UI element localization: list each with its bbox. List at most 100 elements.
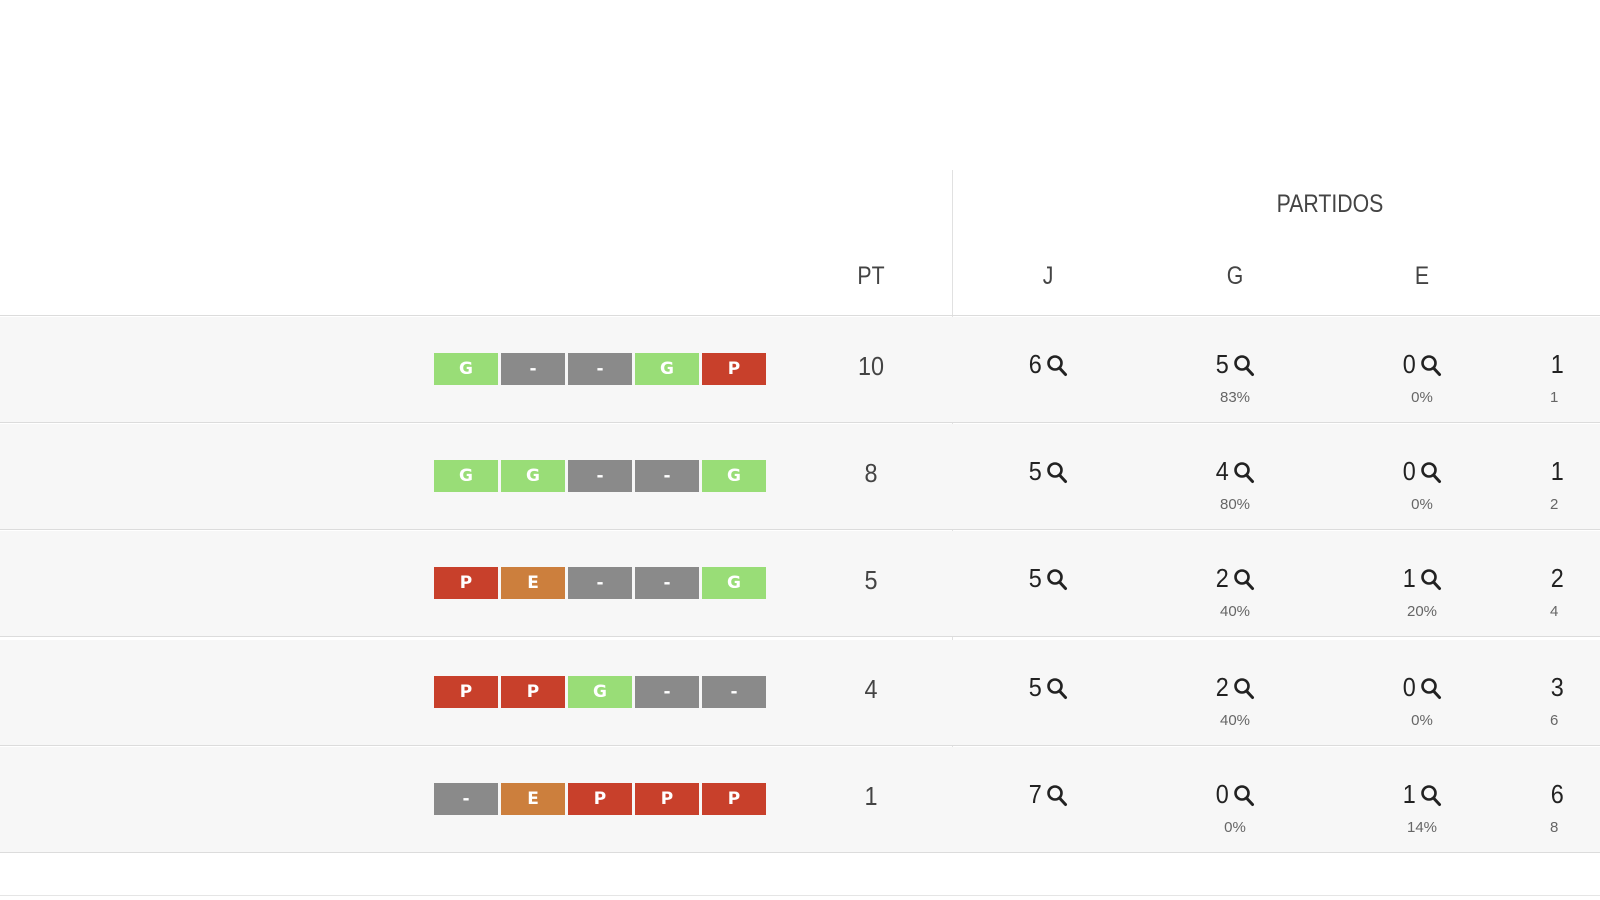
won-value-number: 5 <box>1215 349 1230 379</box>
drawn-value-percent: 14% <box>1406 819 1438 836</box>
table-row: G - - G P 10 6 5 83% 0 0% 1 1 <box>0 317 1600 423</box>
form-badge: E <box>501 783 565 815</box>
table-row: P E - - G 5 5 2 40% 1 20% 2 4 <box>0 531 1600 637</box>
won-value-number: 2 <box>1215 672 1230 702</box>
form-badge: G <box>434 460 498 492</box>
won-value-number: 2 <box>1215 563 1230 593</box>
form-badge: P <box>501 676 565 708</box>
form-badge: - <box>501 353 565 385</box>
points-value: 5 <box>864 565 878 595</box>
played-value[interactable]: 5 <box>993 672 1103 703</box>
header-g: G <box>1226 262 1244 290</box>
form-badge: - <box>568 353 632 385</box>
won-value-percent: 40% <box>1219 712 1251 729</box>
footer-divider <box>0 895 1600 896</box>
won-value[interactable]: 2 <box>1180 672 1290 703</box>
form-badge: G <box>702 460 766 492</box>
search-icon[interactable] <box>1046 676 1068 700</box>
form-badge: P <box>702 783 766 815</box>
drawn-value[interactable]: 0 <box>1367 349 1477 380</box>
drawn-value-number: 0 <box>1402 456 1417 486</box>
played-value[interactable]: 6 <box>993 349 1103 380</box>
drawn-value-percent: 0% <box>1411 496 1433 513</box>
played-value[interactable]: 7 <box>993 779 1103 810</box>
played-value-number: 5 <box>1028 672 1043 702</box>
won-value-percent: 80% <box>1219 496 1251 513</box>
table-row: G G - - G 8 5 4 80% 0 0% 1 2 <box>0 424 1600 530</box>
header-j: J <box>1042 262 1054 290</box>
form-badge: - <box>635 676 699 708</box>
form-badge: G <box>635 353 699 385</box>
search-icon[interactable] <box>1233 567 1255 591</box>
won-value-number: 4 <box>1215 456 1230 486</box>
form-badge: - <box>434 783 498 815</box>
search-icon[interactable] <box>1420 783 1442 807</box>
search-icon[interactable] <box>1420 353 1442 377</box>
drawn-value-number: 0 <box>1402 672 1417 702</box>
table-row: - E P P P 1 7 0 0% 1 14% 6 8 <box>0 747 1600 853</box>
form-badge: G <box>434 353 498 385</box>
group-header-partidos: PARTIDOS <box>1276 190 1384 218</box>
played-value-number: 7 <box>1028 779 1043 809</box>
search-icon[interactable] <box>1233 353 1255 377</box>
search-icon[interactable] <box>1420 460 1442 484</box>
drawn-value[interactable]: 1 <box>1367 563 1477 594</box>
form-badge: P <box>568 783 632 815</box>
form-badge: - <box>568 460 632 492</box>
header-pt: PT <box>857 262 885 290</box>
lost-value[interactable]: 3 <box>1550 672 1600 703</box>
lost-value[interactable]: 6 <box>1550 779 1600 810</box>
form-badge: P <box>702 353 766 385</box>
form-badge: - <box>702 676 766 708</box>
form-badge: - <box>635 567 699 599</box>
lost-value-number: 1 <box>1550 456 1564 486</box>
lost-value-percent: 6 <box>1550 712 1559 729</box>
lost-value-percent: 8 <box>1550 819 1559 836</box>
form-badge: - <box>568 567 632 599</box>
form-badge: - <box>635 460 699 492</box>
lost-value[interactable]: 1 <box>1550 349 1600 380</box>
drawn-value-number: 1 <box>1402 779 1417 809</box>
lost-value[interactable]: 1 <box>1550 456 1600 487</box>
drawn-value-number: 0 <box>1402 349 1417 379</box>
form-badge: P <box>434 567 498 599</box>
drawn-value[interactable]: 1 <box>1367 779 1477 810</box>
points-value: 10 <box>857 351 885 381</box>
played-value[interactable]: 5 <box>993 563 1103 594</box>
lost-value[interactable]: 2 <box>1550 563 1600 594</box>
search-icon[interactable] <box>1046 460 1068 484</box>
form-badge: E <box>501 567 565 599</box>
lost-value-number: 6 <box>1550 779 1564 809</box>
search-icon[interactable] <box>1046 567 1068 591</box>
form-badge: G <box>568 676 632 708</box>
lost-value-percent: 4 <box>1550 603 1559 620</box>
won-value-percent: 0% <box>1224 819 1246 836</box>
won-value[interactable]: 2 <box>1180 563 1290 594</box>
lost-value-number: 1 <box>1550 349 1564 379</box>
played-value-number: 5 <box>1028 563 1043 593</box>
search-icon[interactable] <box>1233 460 1255 484</box>
drawn-value[interactable]: 0 <box>1367 672 1477 703</box>
points-value: 1 <box>864 781 878 811</box>
lost-value-percent: 1 <box>1550 389 1559 406</box>
search-icon[interactable] <box>1233 783 1255 807</box>
header-divider <box>0 315 1600 316</box>
won-value-percent: 83% <box>1219 389 1251 406</box>
won-value[interactable]: 0 <box>1180 779 1290 810</box>
lost-value-percent: 2 <box>1550 496 1559 513</box>
search-icon[interactable] <box>1046 783 1068 807</box>
form-badge: G <box>702 567 766 599</box>
search-icon[interactable] <box>1233 676 1255 700</box>
drawn-value[interactable]: 0 <box>1367 456 1477 487</box>
played-value[interactable]: 5 <box>993 456 1103 487</box>
won-value[interactable]: 4 <box>1180 456 1290 487</box>
search-icon[interactable] <box>1420 567 1442 591</box>
search-icon[interactable] <box>1046 353 1068 377</box>
search-icon[interactable] <box>1420 676 1442 700</box>
won-value-number: 0 <box>1215 779 1230 809</box>
played-value-number: 6 <box>1028 349 1043 379</box>
won-value[interactable]: 5 <box>1180 349 1290 380</box>
